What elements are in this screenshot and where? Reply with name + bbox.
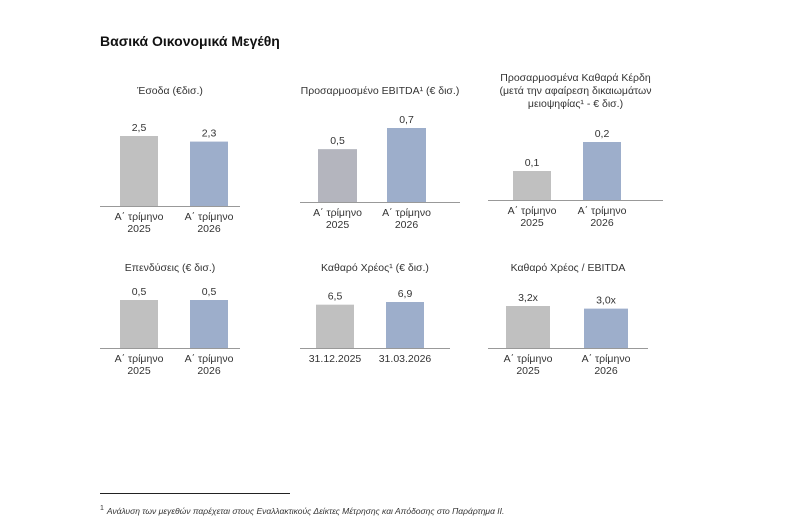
footnote-marker: 1 bbox=[100, 505, 104, 512]
category-label: 31.03.2026 bbox=[379, 353, 432, 365]
chart-plot: 0,1 Α΄ τρίμηνο 2025 0,2 Α΄ τρίμηνο 2026 bbox=[488, 128, 663, 229]
data-label: 6,9 bbox=[398, 288, 413, 300]
data-label: 0,2 bbox=[595, 128, 610, 140]
chart-title: Καθαρό Χρέος / EBITDA bbox=[510, 262, 626, 274]
bar bbox=[506, 306, 550, 348]
page-title: Βασικά Οικονομικά Μεγέθη bbox=[100, 33, 280, 49]
chart-plot: 0,5 Α΄ τρίμηνο 2025 0,7 Α΄ τρίμηνο 2026 bbox=[300, 114, 460, 231]
category-label: Α΄ τρίμηνο 2026 bbox=[578, 205, 627, 229]
chart-2: Προσαρμοσμένο EBITDA¹ (€ δισ.) 0,5 Α΄ τρίμ… bbox=[300, 85, 460, 242]
footnote-divider bbox=[100, 493, 290, 494]
category-label: Α΄ τρίμηνο 2026 bbox=[382, 207, 431, 231]
chart-plot: 0,5 Α΄ τρίμηνο 2025 0,5 Α΄ τρίμηνο 2026 bbox=[100, 286, 240, 377]
category-label: Α΄ τρίμηνο 2025 bbox=[504, 353, 553, 377]
data-label: 2,3 bbox=[202, 128, 217, 140]
chart-title: Επενδύσεις (€ δισ.) bbox=[124, 262, 216, 274]
bar bbox=[386, 302, 424, 348]
chart-plot: 2,5 Α΄ τρίμηνο 2025 2,3 Α΄ τρίμηνο 2026 bbox=[100, 122, 240, 235]
bar bbox=[513, 171, 551, 200]
chart-title: Προσαρμοσμένα Καθαρά Κέρδη (μετά την αφα… bbox=[499, 72, 652, 110]
bar bbox=[583, 142, 621, 200]
chart-4: Επενδύσεις (€ δισ.) 0,5 Α΄ τρίμηνο 2025 0,5 Α… bbox=[100, 262, 240, 388]
footnote: 1 Ανάλυση των μεγεθών παρέχεται στους Ενα… bbox=[100, 505, 504, 516]
data-label: 0,1 bbox=[525, 157, 540, 169]
data-label: 0,5 bbox=[202, 286, 217, 298]
category-label: Α΄ τρίμηνο 2026 bbox=[185, 211, 234, 235]
chart-1: Έσοδα (€δισ.) 2,5 Α΄ τρίμηνο 2025 2,3 Α΄ τρίμ… bbox=[100, 85, 240, 246]
category-label: Α΄ τρίμηνο 2026 bbox=[582, 353, 631, 377]
chart-title: Καθαρό Χρέος¹ (€ δισ.) bbox=[321, 262, 429, 274]
chart-6: Καθαρό Χρέος / EBITDA 3,2x Α΄ τρίμηνο 2025 3… bbox=[488, 262, 648, 388]
footnote-text: Ανάλυση των μεγεθών παρέχεται στους Εναλ… bbox=[106, 505, 505, 516]
data-label: 3,2x bbox=[518, 292, 539, 304]
data-label: 0,7 bbox=[399, 114, 414, 126]
bar bbox=[387, 128, 426, 202]
data-label: 6,5 bbox=[328, 291, 343, 303]
chart-3: Προσαρμοσμένα Καθαρά Κέρδη (μετά την αφα… bbox=[488, 72, 663, 240]
chart-title: Έσοδα (€δισ.) bbox=[137, 85, 203, 97]
chart-plot: 3,2x Α΄ τρίμηνο 2025 3,0x Α΄ τρίμηνο 2026 bbox=[488, 292, 648, 377]
bar bbox=[318, 149, 357, 202]
data-label: 2,5 bbox=[132, 122, 147, 134]
category-label: 31.12.2025 bbox=[309, 353, 362, 365]
data-label: 3,0x bbox=[596, 295, 617, 307]
bar bbox=[584, 308, 628, 348]
category-label: Α΄ τρίμηνο 2026 bbox=[185, 353, 234, 377]
bar bbox=[316, 304, 354, 348]
bar bbox=[190, 141, 228, 206]
chart-title: Προσαρμοσμένο EBITDA¹ (€ δισ.) bbox=[300, 85, 460, 97]
data-label: 0,5 bbox=[330, 135, 345, 147]
category-label: Α΄ τρίμηνο 2025 bbox=[313, 207, 362, 231]
chart-5: Καθαρό Χρέος¹ (€ δισ.) 6,5 31.12.2025 6,9 31… bbox=[300, 262, 450, 388]
bar bbox=[120, 300, 158, 348]
category-label: Α΄ τρίμηνο 2025 bbox=[115, 353, 164, 377]
bar bbox=[120, 136, 158, 206]
category-label: Α΄ τρίμηνο 2025 bbox=[115, 211, 164, 235]
bar bbox=[190, 300, 228, 348]
data-label: 0,5 bbox=[132, 286, 147, 298]
chart-plot: 6,5 31.12.2025 6,9 31.03.2026 bbox=[300, 288, 450, 365]
category-label: Α΄ τρίμηνο 2025 bbox=[508, 205, 557, 229]
